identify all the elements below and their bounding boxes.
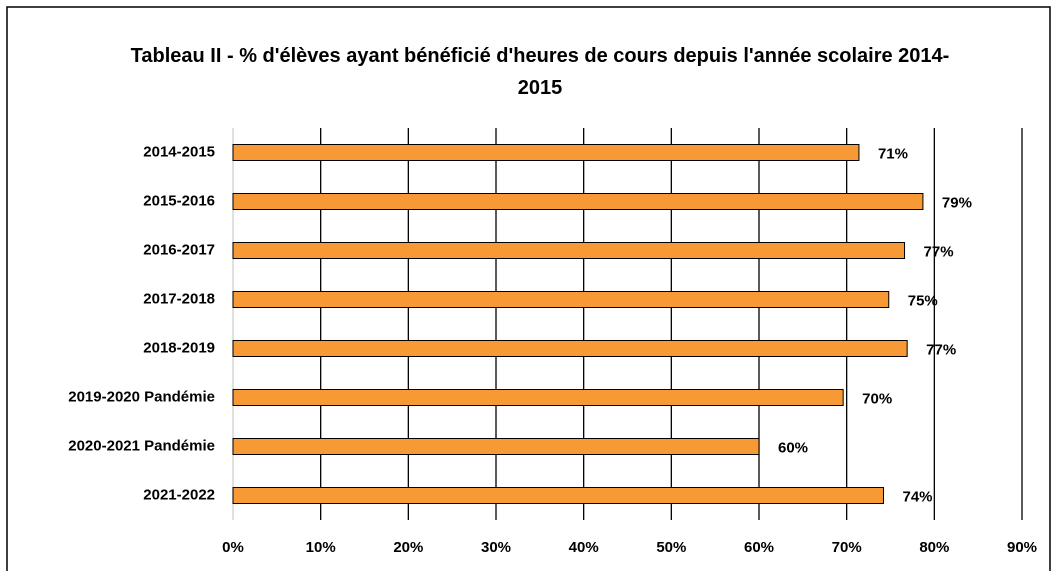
bar — [232, 291, 890, 308]
x-tick-label: 20% — [393, 539, 423, 556]
y-tick-label: 2019-2020 Pandémie — [68, 388, 215, 405]
y-tick-label: 2016-2017 — [143, 241, 215, 258]
x-tick-label: 70% — [832, 539, 862, 556]
data-label: 70% — [862, 390, 892, 407]
x-tick-label: 30% — [481, 539, 511, 556]
x-tick-label: 50% — [656, 539, 686, 556]
data-label: 79% — [942, 194, 972, 211]
data-label: 75% — [908, 292, 938, 309]
data-label: 74% — [902, 488, 932, 505]
x-tick-label: 90% — [1007, 539, 1037, 556]
data-label: 77% — [924, 243, 954, 260]
y-tick-label: 2020-2021 Pandémie — [68, 437, 215, 454]
bar — [232, 193, 924, 210]
bar — [232, 438, 760, 455]
bar — [232, 389, 844, 406]
x-tick-label: 40% — [569, 539, 599, 556]
y-tick-label: 2015-2016 — [143, 192, 215, 209]
x-tick-label: 10% — [306, 539, 336, 556]
y-tick-label: 2018-2019 — [143, 339, 215, 356]
data-label: 71% — [878, 145, 908, 162]
y-tick-label: 2014-2015 — [143, 143, 215, 160]
x-tick-label: 80% — [919, 539, 949, 556]
bar — [232, 144, 860, 161]
y-tick-label: 2017-2018 — [143, 290, 215, 307]
bar — [232, 340, 908, 357]
y-tick-label: 2021-2022 — [143, 486, 215, 503]
data-label: 60% — [778, 439, 808, 456]
bar — [232, 242, 906, 259]
x-tick-label: 0% — [222, 539, 244, 556]
x-tick-label: 60% — [744, 539, 774, 556]
chart-border — [6, 6, 1051, 571]
data-label: 77% — [926, 341, 956, 358]
chart-title: Tableau II - % d'élèves ayant bénéficié … — [130, 45, 950, 99]
bar — [232, 487, 884, 504]
